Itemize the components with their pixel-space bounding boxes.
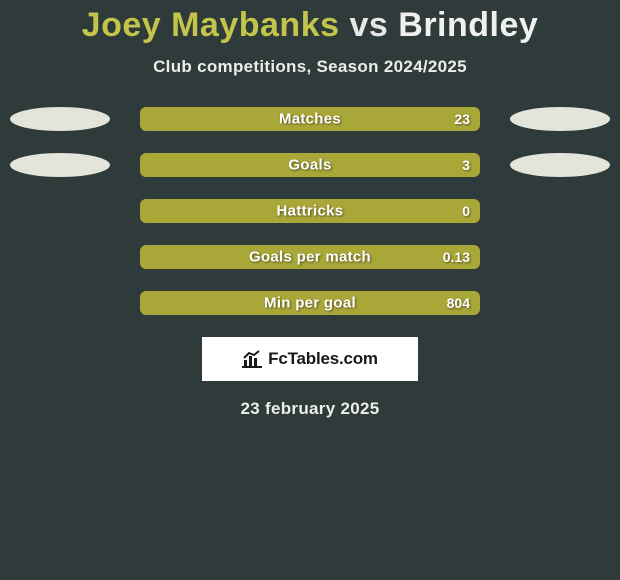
left-ellipse (10, 199, 110, 223)
left-ellipse (10, 107, 110, 131)
stat-row: Matches 23 (0, 107, 620, 131)
stat-bar: Matches 23 (140, 107, 480, 131)
stat-label: Hattricks (277, 203, 344, 220)
badge-text: FcTables.com (268, 349, 378, 369)
source-badge[interactable]: FcTables.com (202, 337, 418, 381)
vs-text: vs (349, 6, 388, 44)
stat-value: 804 (447, 295, 470, 311)
stat-value: 3 (462, 157, 470, 173)
stat-label: Min per goal (264, 295, 356, 312)
right-ellipse (510, 245, 610, 269)
stat-bar: Min per goal 804 (140, 291, 480, 315)
left-ellipse (10, 245, 110, 269)
stat-row: Hattricks 0 (0, 199, 620, 223)
stat-label: Goals (288, 157, 331, 174)
stat-label: Matches (279, 111, 341, 128)
page-title: Joey Maybanks vs Brindley (0, 0, 620, 45)
stat-label: Goals per match (249, 249, 371, 266)
date-text: 23 february 2025 (0, 399, 620, 419)
stat-row: Min per goal 804 (0, 291, 620, 315)
stat-value: 0.13 (443, 249, 470, 265)
stat-rows: Matches 23 Goals 3 Hattricks 0 Goals per match… (0, 107, 620, 315)
chart-icon (242, 350, 262, 368)
subtitle: Club competitions, Season 2024/2025 (0, 57, 620, 77)
player-a-name: Joey Maybanks (82, 6, 340, 44)
stat-bar: Goals per match 0.13 (140, 245, 480, 269)
left-ellipse (10, 291, 110, 315)
left-ellipse (10, 153, 110, 177)
player-b-name: Brindley (398, 6, 538, 44)
right-ellipse (510, 153, 610, 177)
right-ellipse (510, 107, 610, 131)
right-ellipse (510, 199, 610, 223)
stat-value: 23 (454, 111, 470, 127)
stat-bar: Goals 3 (140, 153, 480, 177)
stat-value: 0 (462, 203, 470, 219)
stat-row: Goals per match 0.13 (0, 245, 620, 269)
stat-row: Goals 3 (0, 153, 620, 177)
stat-bar: Hattricks 0 (140, 199, 480, 223)
right-ellipse (510, 291, 610, 315)
